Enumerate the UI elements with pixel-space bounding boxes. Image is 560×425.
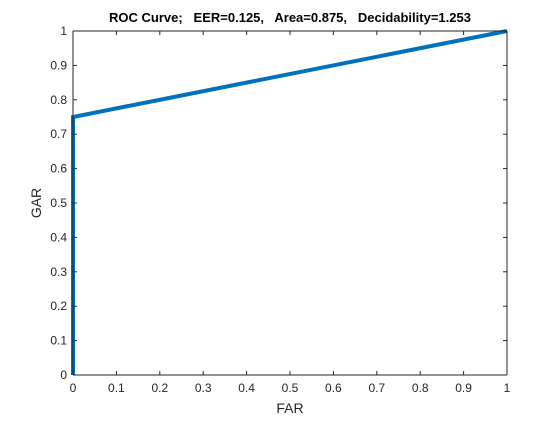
- x-tick-label: 0.2: [151, 381, 168, 395]
- y-tick-label: 0: [60, 368, 67, 382]
- y-tick-label: 0.3: [50, 265, 67, 279]
- x-axis-label: FAR: [276, 400, 303, 416]
- y-tick-label: 0.1: [50, 334, 67, 348]
- y-tick-label: 0.7: [50, 127, 67, 141]
- y-tick-label: 0.4: [50, 230, 67, 244]
- ticks-layer: 0 0.1 0.2 0.3 0.4 0.5 0.6 0.7 0.8 0.9 1 0 0.1 0.2 0.3 0…: [50, 24, 510, 395]
- y-tick-label: 0.8: [50, 93, 67, 107]
- x-tick-label: 0: [70, 381, 77, 395]
- x-tick-label: 0.3: [195, 381, 212, 395]
- chart-title: ROC Curve; EER=0.125, Area=0.875, Decida…: [109, 10, 471, 25]
- y-tick-label: 0.9: [50, 58, 67, 72]
- x-tick-label: 0.7: [368, 381, 385, 395]
- x-tick-label: 0.4: [238, 381, 255, 395]
- x-tick-label: 0.6: [325, 381, 342, 395]
- x-tick-label: 0.8: [412, 381, 429, 395]
- y-tick-label: 1: [60, 24, 67, 38]
- x-tick-label: 0.5: [282, 381, 299, 395]
- x-tick-label: 0.1: [108, 381, 125, 395]
- plot-area: [73, 31, 507, 375]
- y-axis-label: GAR: [28, 188, 44, 218]
- x-tick-label: 1: [504, 381, 511, 395]
- y-tick-label: 0.2: [50, 299, 67, 313]
- x-tick-label: 0.9: [455, 381, 472, 395]
- y-tick-label: 0.6: [50, 162, 67, 176]
- y-tick-label: 0.5: [50, 196, 67, 210]
